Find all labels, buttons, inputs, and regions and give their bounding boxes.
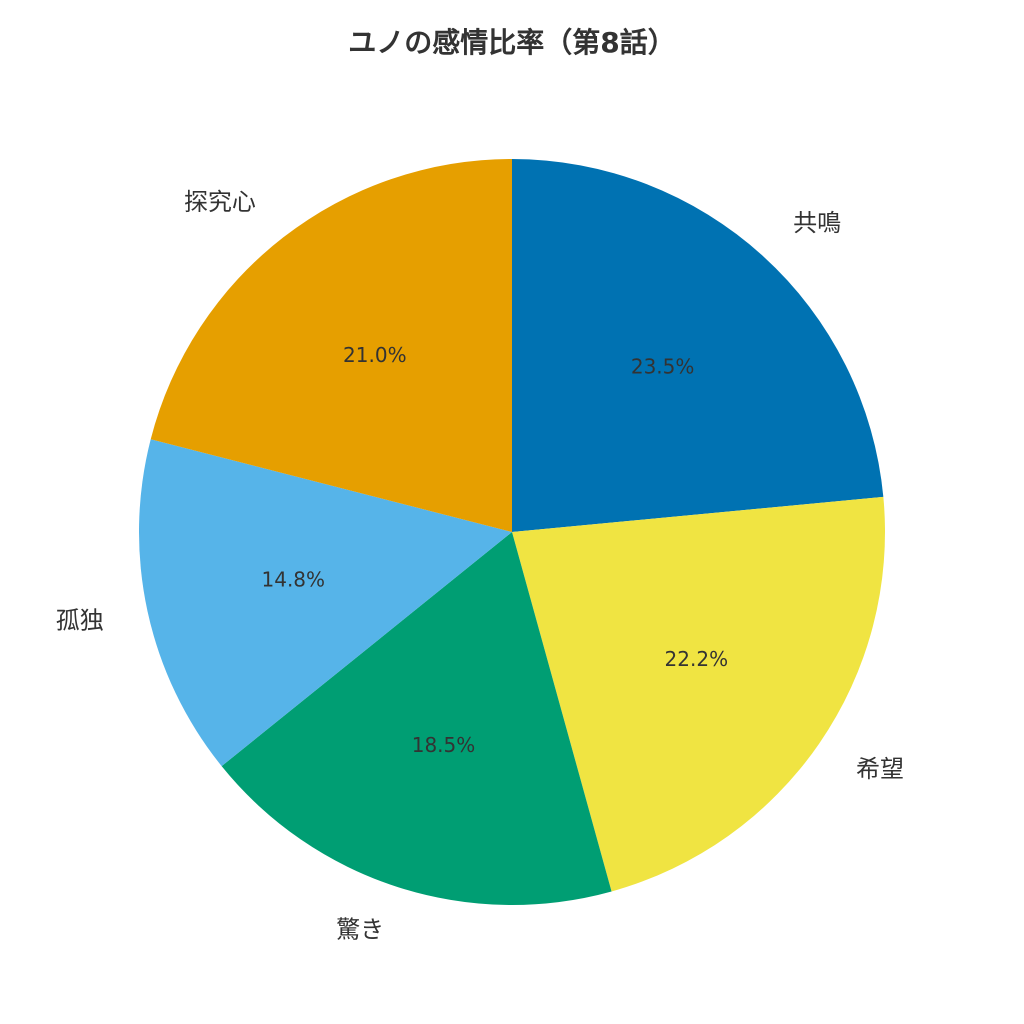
category-label: 共鳴 — [793, 209, 841, 237]
category-label: 探究心 — [184, 188, 256, 216]
chart-title: ユノの感情比率（第8話） — [348, 26, 675, 59]
pie-slice-4 — [150, 159, 512, 532]
pie-slice-1 — [512, 496, 885, 892]
percent-label: 22.2% — [665, 647, 729, 671]
pie-slice-0 — [512, 159, 884, 532]
pie-slice-2 — [221, 532, 612, 905]
labels: 共鳴 23.5% 希望 22.2% 驚き 18.5% 孤独 14.8% 探究心 21.0% — [56, 188, 904, 944]
percent-label: 23.5% — [631, 354, 695, 378]
pie-slice-3 — [138, 439, 512, 767]
category-label: 驚き — [336, 916, 384, 944]
slices — [138, 159, 885, 905]
category-label: 孤独 — [56, 607, 104, 635]
category-label: 希望 — [856, 755, 904, 783]
percent-label: 21.0% — [343, 343, 407, 367]
percent-label: 14.8% — [262, 567, 326, 591]
percent-label: 18.5% — [412, 733, 476, 757]
